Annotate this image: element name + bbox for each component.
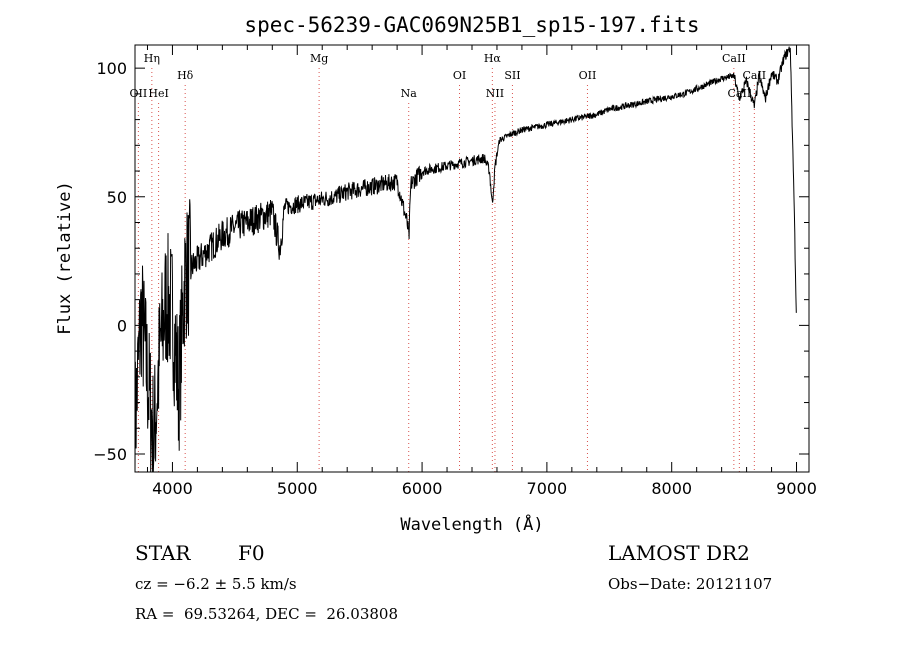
x-tick-label: 9000	[776, 479, 817, 498]
y-tick-label: 50	[107, 188, 127, 207]
line-marker-label: Na	[401, 87, 418, 100]
y-axis-label: Flux (relative)	[55, 181, 75, 335]
plot-frame	[134, 44, 810, 473]
x-axis-label: Wavelength (Å)	[400, 513, 543, 535]
y-tick-label: 0	[117, 316, 127, 335]
line-marker-label: Hδ	[177, 69, 194, 82]
line-marker-label: SII	[504, 69, 520, 82]
line-marker-label: OI	[453, 69, 466, 82]
x-tick-label: 7000	[527, 479, 568, 498]
chart-title: spec-56239-GAC069N25B1_sp15-197.fits	[244, 13, 699, 37]
line-marker-label: Hη	[144, 52, 160, 65]
line-marker-label: NII	[486, 87, 504, 100]
object-subclass: F0	[238, 541, 265, 565]
spectrum-series	[134, 46, 797, 473]
coordinates-readout: RA = 69.53264, DEC = 26.03808	[135, 605, 399, 623]
line-marker-label: OII	[579, 69, 597, 82]
survey-name: LAMOST DR2	[608, 541, 750, 565]
line-marker-label: CaII	[728, 87, 752, 100]
x-tick-label: 6000	[402, 479, 443, 498]
x-tick-label: 4000	[152, 479, 193, 498]
axes: 4000 5000 6000 7000 8000 9000 −50 0 50 100	[93, 45, 817, 498]
line-marker-label: HeI	[148, 87, 168, 100]
redshift-readout: cz = −6.2 ± 5.5 km/s	[135, 575, 297, 593]
object-class: STAR	[135, 541, 191, 565]
observation-date: Obs−Date: 20121107	[608, 575, 773, 593]
line-marker-label: Hα	[484, 52, 502, 65]
x-tick-label: 8000	[651, 479, 692, 498]
line-marker-label: CaII	[722, 52, 746, 65]
line-marker-label: Mg	[310, 52, 328, 65]
spectrum-line	[134, 46, 797, 473]
x-tick-label: 5000	[277, 479, 318, 498]
y-tick-label: −50	[93, 445, 127, 464]
y-tick-label: 100	[96, 59, 127, 78]
